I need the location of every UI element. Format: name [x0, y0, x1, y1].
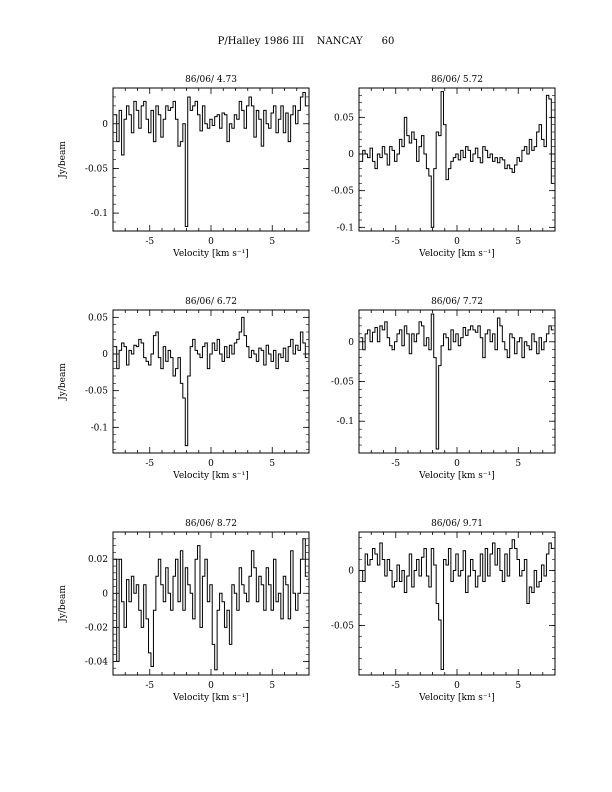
y-tick-label: -0.05 [331, 187, 354, 197]
plot-frame [358, 309, 556, 454]
x-tick-label: 5 [515, 237, 521, 247]
y-tick-label: 0 [102, 350, 108, 360]
x-tick-label: 0 [454, 681, 460, 691]
plot-frame [112, 309, 310, 454]
y-tick-label: -0.05 [85, 387, 108, 397]
x-axis-label: Velocity [km s⁻¹] [418, 249, 495, 259]
spectrum-line [114, 538, 308, 671]
spectrum-line [114, 91, 308, 228]
x-tick-label: -5 [145, 237, 154, 247]
y-axis-label: Jy/beam [58, 141, 68, 179]
spectrum-line [360, 539, 554, 670]
x-tick-label: 5 [515, 681, 521, 691]
y-axis-label: Jy/beam [58, 585, 68, 623]
x-axis-label: Velocity [km s⁻¹] [418, 693, 495, 703]
x-tick-label: 5 [515, 459, 521, 469]
panel-title: 86/06/ 9.71 [431, 519, 483, 529]
x-tick-label: 5 [269, 237, 275, 247]
y-tick-label: -0.1 [337, 417, 354, 427]
spectrum-panel-3: 86/06/ 6.72 -5 0 5 0.05 0 -0.05 -0.1 Velocity [k… [58, 297, 310, 481]
x-axis-label: Velocity [km s⁻¹] [172, 471, 249, 481]
panel-title: 86/06/ 4.73 [185, 75, 237, 85]
x-tick-label: 5 [269, 681, 275, 691]
y-tick-label: -0.04 [85, 657, 108, 667]
y-tick-label: 0 [102, 589, 108, 599]
x-tick-label: 0 [208, 681, 214, 691]
y-tick-label: 0 [348, 150, 354, 160]
y-tick-label: -0.05 [331, 622, 354, 632]
x-tick-label: 0 [454, 459, 460, 469]
spectrum-panel-4: 86/06/ 7.72 -5 0 5 0 -0.05 -0.1 Velocity [km s⁻… [331, 297, 556, 481]
y-tick-label: 0 [348, 338, 354, 348]
plot-frame [358, 531, 556, 676]
spectrum-panel-5: 86/06/ 8.72 -5 0 5 0.02 0 -0.02 -0.04 Velocity [… [58, 519, 310, 703]
panel-title: 86/06/ 5.72 [431, 75, 483, 85]
panel-title: 86/06/ 8.72 [185, 519, 237, 529]
y-tick-label: 0.05 [334, 113, 354, 123]
x-tick-label: -5 [391, 237, 400, 247]
y-tick-label: 0 [102, 120, 108, 130]
x-tick-label: -5 [145, 459, 154, 469]
spectrum-panel-1: 86/06/ 4.73 -5 0 5 0 -0.05 -0.1 Velocity [km s⁻… [58, 75, 310, 259]
spectrum-line [360, 313, 554, 450]
y-tick-label: -0.05 [331, 378, 354, 388]
x-tick-label: -5 [145, 681, 154, 691]
x-tick-label: -5 [391, 459, 400, 469]
y-tick-label: 0.05 [88, 313, 108, 323]
x-tick-label: 0 [208, 237, 214, 247]
panel-title: 86/06/ 7.72 [431, 297, 483, 307]
spectrum-panel-6: 86/06/ 9.71 -5 0 5 0 -0.05 Velocity [km s⁻¹] [331, 519, 556, 703]
x-tick-label: 0 [208, 459, 214, 469]
x-axis-label: Velocity [km s⁻¹] [172, 249, 249, 259]
plot-frame [358, 87, 556, 232]
plot-frame [112, 531, 310, 676]
spectrum-panel-2: 86/06/ 5.72 -5 0 5 0.05 0 -0.05 -0.1 Velocity [k… [331, 75, 556, 259]
y-tick-label: 0 [348, 567, 354, 577]
spectrum-line [114, 316, 308, 447]
plot-frame [112, 87, 310, 232]
x-axis-label: Velocity [km s⁻¹] [172, 693, 249, 703]
x-axis-label: Velocity [km s⁻¹] [418, 471, 495, 481]
x-tick-label: 5 [269, 459, 275, 469]
spectrum-line [360, 91, 554, 228]
y-tick-label: -0.05 [85, 164, 108, 174]
y-tick-label: -0.1 [91, 209, 108, 219]
x-tick-label: -5 [391, 681, 400, 691]
y-tick-label: -0.02 [85, 623, 108, 633]
y-tick-label: -0.1 [337, 223, 354, 233]
y-tick-label: -0.1 [91, 423, 108, 433]
figure-title: P/Halley 1986 III NANCAY 60 [217, 36, 395, 47]
y-axis-label: Jy/beam [58, 363, 68, 401]
x-tick-label: 0 [454, 237, 460, 247]
y-tick-label: 0.02 [88, 555, 108, 565]
panel-title: 86/06/ 6.72 [185, 297, 237, 307]
